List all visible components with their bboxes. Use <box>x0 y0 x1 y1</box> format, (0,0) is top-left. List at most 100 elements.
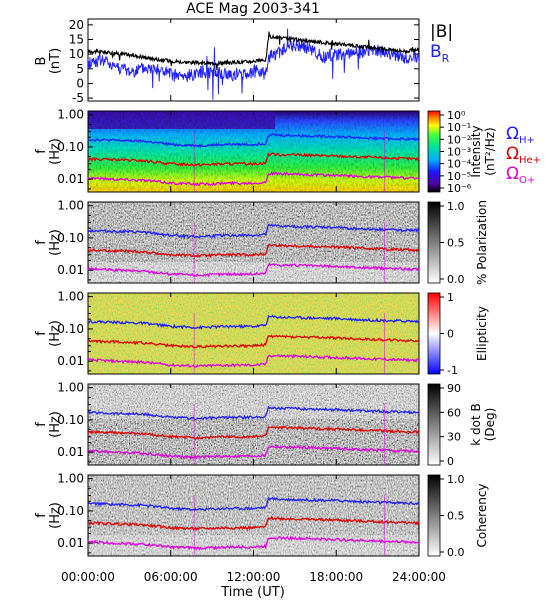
panel-kdotb <box>87 383 420 466</box>
ellipticity-background <box>88 293 419 374</box>
f-ytick-label: 0.01 <box>57 172 84 186</box>
trace-o-panel-3 <box>87 353 420 369</box>
cbar-tick-label: 0 <box>447 328 454 341</box>
b-ytick-label: 15 <box>69 33 84 47</box>
legend-omega-o-label: Ω <box>506 164 519 184</box>
ellipticity-wash <box>88 293 419 374</box>
colorbar-polarization <box>427 201 441 284</box>
f-ytick-label: 0.10 <box>57 413 84 427</box>
cbar-tick-label: 10⁰ <box>447 109 466 122</box>
legend-omega-he: ΩHe+ <box>506 144 541 166</box>
f-ytick-label: 1.00 <box>57 108 84 122</box>
trace-h-panel-4 <box>87 405 420 421</box>
trace-o-panel-2 <box>87 262 420 278</box>
trace-o-panel-1 <box>87 171 420 187</box>
legend-omega-o-sub: O+ <box>519 175 535 186</box>
cbar-tick-label: 0.5 <box>447 237 465 250</box>
series-line-b-magnitude <box>88 31 419 70</box>
spectral-axes: 1.000.100.01f (Hz)1.000.100.01f (Hz)1.000.… <box>34 108 93 554</box>
cbar-tick-label: 1.0 <box>447 473 465 486</box>
legend-br: BR <box>430 42 450 65</box>
cbar-tick-label: 60 <box>447 406 461 419</box>
svg-text:BR: BR <box>430 42 450 65</box>
cbar-tick-label: 10⁻¹ <box>447 121 471 134</box>
cbar-label-unit: (nT²/Hz) <box>483 127 497 175</box>
trace-he-panel-4 <box>87 425 420 441</box>
legend-omega-h-sub: H+ <box>519 135 535 146</box>
cbar-tick-label: 90 <box>447 382 461 395</box>
f-ytick-label: 0.10 <box>57 322 84 336</box>
kdotb-background <box>88 384 419 465</box>
legend-omega-h: ΩH+ <box>506 124 535 146</box>
legend-omega-o: ΩO+ <box>506 164 535 186</box>
colorbar-coherency <box>427 474 441 557</box>
f-ytick-label: 1.00 <box>57 381 84 395</box>
coherency-background <box>88 475 419 556</box>
legend-b-magnitude-label: |B| <box>430 22 453 42</box>
legend-omega-he-label: Ω <box>506 144 519 164</box>
cbar-tick-label: 0 <box>447 455 454 468</box>
f-ytick-label: 1.00 <box>57 290 84 304</box>
legend-omega-he-sub: He+ <box>519 155 541 166</box>
cbar-tick-label: 1 <box>447 291 454 304</box>
f-ytick-label: 1.00 <box>57 199 84 213</box>
cbar-label: Ellipticity <box>475 306 489 361</box>
x-axis-label: Time (UT) <box>220 585 285 600</box>
legend-br-sub: R <box>442 52 450 65</box>
f-ytick-label: 0.01 <box>57 263 84 277</box>
colorbars <box>427 110 441 557</box>
f-ytick-label: 0.10 <box>57 504 84 518</box>
gyrofrequency-traces <box>87 131 420 556</box>
b-ytick-label: 10 <box>69 47 84 61</box>
trace-h-panel-2 <box>87 223 420 239</box>
f-ylabel: f <box>34 513 49 518</box>
f-ytick-label: 0.10 <box>57 231 84 245</box>
b-ytick-label: 0 <box>76 76 84 90</box>
b-ytick-label: -5 <box>72 91 84 105</box>
f-ytick-label: 0.01 <box>57 354 84 368</box>
f-ylabel: f <box>34 422 49 427</box>
cbar-tick-label: 10⁻⁵ <box>447 170 471 183</box>
cbar-tick-label: 10⁻³ <box>447 146 471 159</box>
x-axis-ticks: 00:00:00 06:00:00 12:00:00 18:00:00 24:00:00 <box>61 19 446 584</box>
trace-he-panel-5 <box>87 515 420 531</box>
legend-b-magnitude: |B| <box>430 22 453 42</box>
cbar-tick-label: 0.0 <box>447 273 465 286</box>
kdotb-upper-band <box>88 384 419 419</box>
colorbar-ellipticity <box>427 292 441 375</box>
cbar-tick-label: 1.0 <box>447 200 465 213</box>
cbar-tick-label: 10⁻² <box>447 133 471 146</box>
spectral-panels <box>87 110 420 557</box>
b-ytick-label: 20 <box>69 18 84 32</box>
trace-o-panel-4 <box>87 444 419 460</box>
polarization-background <box>88 202 419 283</box>
x-tick-label: 24:00:00 <box>392 570 446 584</box>
panel-intensity <box>87 110 420 193</box>
cbar-label: Intensity <box>469 125 483 177</box>
x-tick-label: 00:00:00 <box>61 570 115 584</box>
b-yunit: (nT) <box>48 48 63 74</box>
f-ytick-label: 1.00 <box>57 472 84 486</box>
cbar-label: Coherency <box>475 483 489 547</box>
trace-he-panel-1 <box>87 152 420 167</box>
legend-gyro: ΩH+ ΩHe+ ΩO+ <box>506 124 541 186</box>
cbar-tick-label: -1 <box>447 364 458 377</box>
trace-h-panel-5 <box>87 496 420 512</box>
f-yunit: (Hz) <box>48 502 63 529</box>
x-tick-label: 18:00:00 <box>309 570 363 584</box>
cbar-label: k dot B <box>469 403 483 445</box>
cbar-tick-label: 0.5 <box>447 510 465 523</box>
panel-coherency <box>87 474 420 557</box>
trace-h-panel-1 <box>87 133 420 148</box>
x-tick-label: 12:00:00 <box>227 570 281 584</box>
b-ytick-label: 5 <box>76 62 84 76</box>
cbar-tick-label: 10⁻⁴ <box>447 158 472 171</box>
f-ytick-label: 0.01 <box>57 536 84 550</box>
trace-h-panel-3 <box>87 314 420 331</box>
f-ytick-label: 0.10 <box>57 140 84 154</box>
trace-o-panel-5 <box>87 535 419 551</box>
